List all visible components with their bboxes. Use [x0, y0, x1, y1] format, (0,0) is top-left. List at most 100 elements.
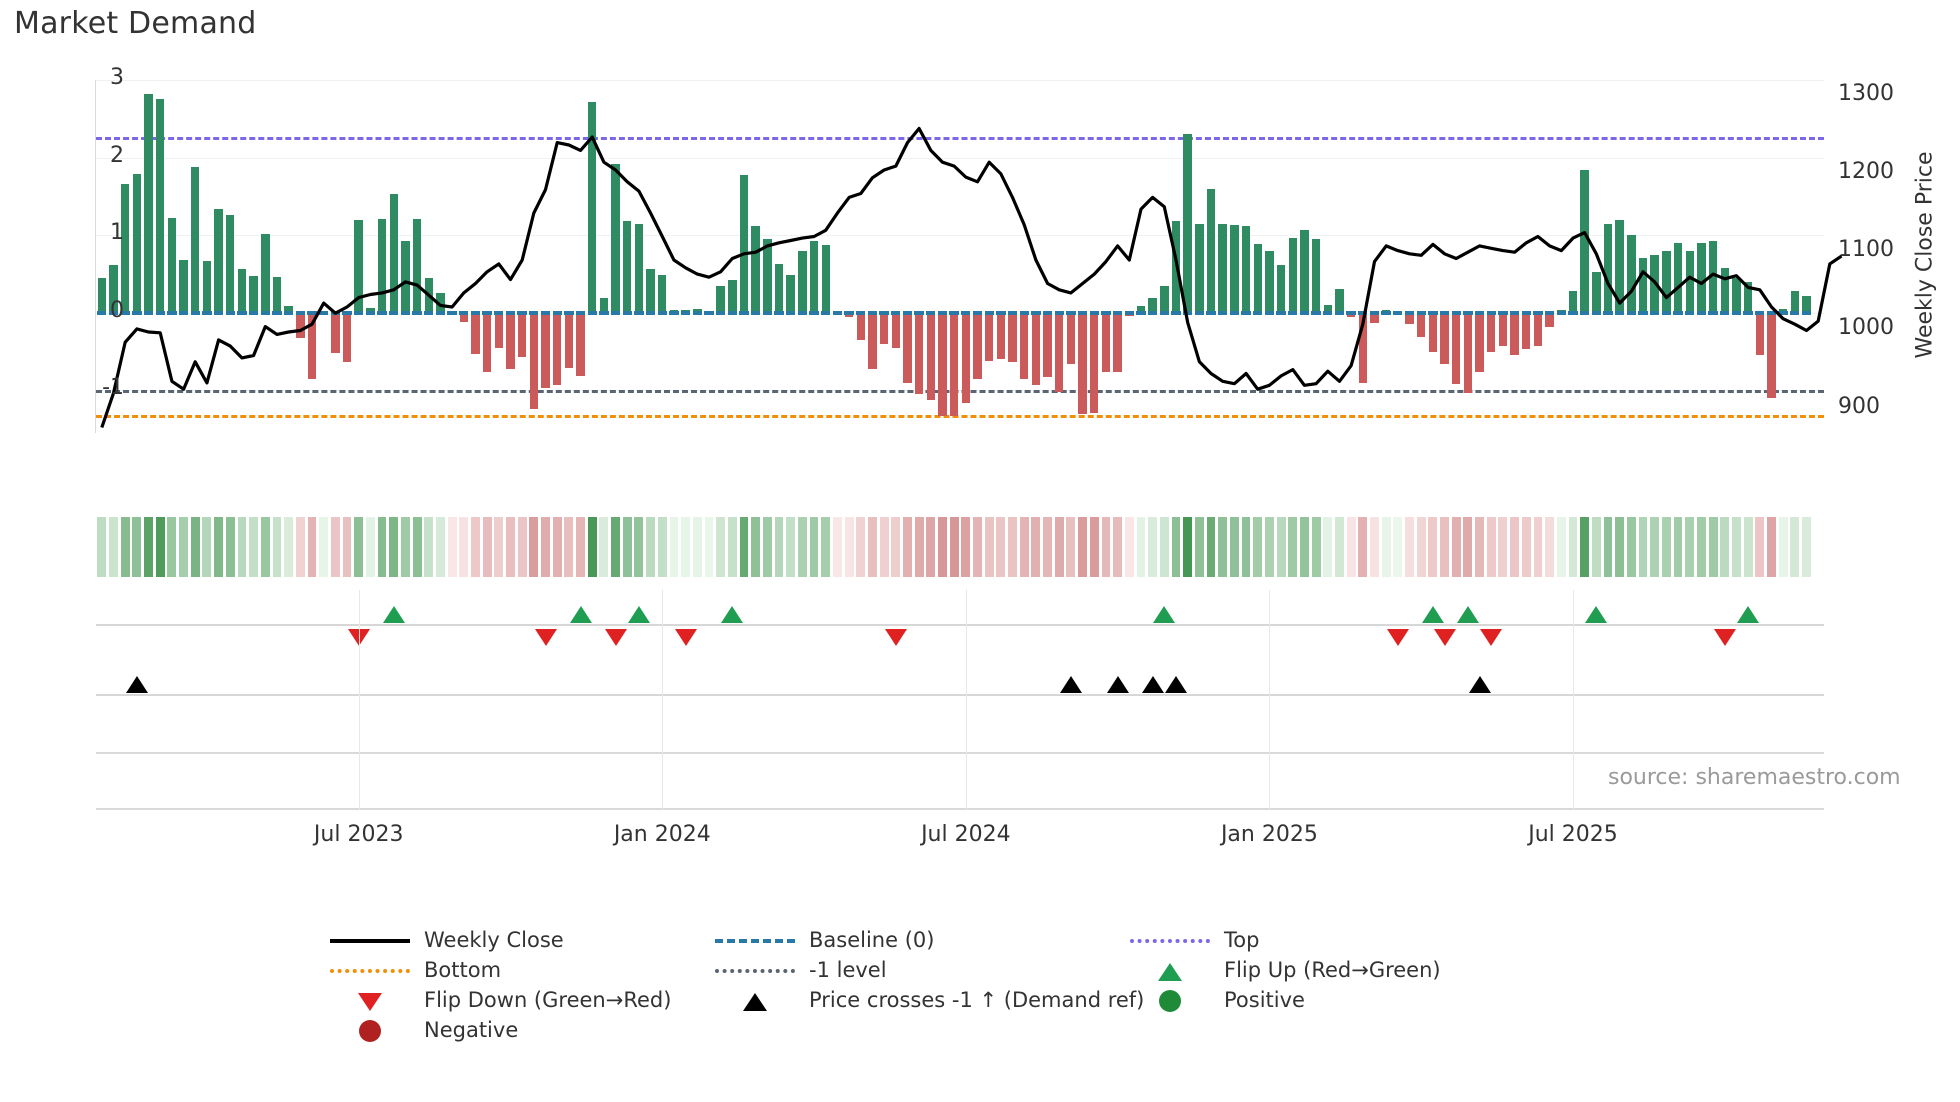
demand-bar	[109, 264, 118, 313]
heatmap-cell	[1101, 517, 1111, 577]
baseline-segment	[295, 310, 305, 315]
legend-label: Positive	[1224, 988, 1305, 1012]
legend-item-weekly-close[interactable]: Weekly Close	[330, 928, 564, 952]
demand-bar	[1732, 277, 1741, 313]
legend-item-price-crosses-1-demand-ref[interactable]: Price crosses -1 ↑ (Demand ref)	[715, 988, 1144, 1012]
demand-bar	[984, 312, 994, 361]
heatmap-cell	[307, 517, 317, 577]
baseline-segment	[319, 310, 329, 315]
baseline-segment	[120, 310, 130, 315]
legend-item-positive[interactable]: Positive	[1130, 988, 1305, 1012]
y-tick-label-right: 1000	[1838, 315, 1894, 341]
demand-bar	[459, 312, 468, 323]
baseline-segment	[1720, 310, 1730, 315]
demand-bar	[774, 263, 784, 313]
heatmap-cell	[1802, 517, 1811, 577]
demand-bar	[1697, 242, 1706, 313]
demand-bar	[1195, 224, 1204, 313]
demand-bar	[576, 312, 585, 376]
gridline-y	[96, 312, 1824, 314]
heatmap-cell	[634, 517, 644, 577]
heatmap-cell	[1089, 517, 1099, 577]
heatmap-cell	[1661, 517, 1671, 577]
baseline-segment	[1568, 310, 1578, 315]
heatmap-cell	[1521, 517, 1531, 577]
heatmap-cell	[260, 517, 270, 577]
baseline-segment	[856, 310, 866, 315]
reference-line-1-level	[96, 390, 1824, 394]
heatmap-cell	[657, 517, 667, 577]
triangle-up-black-icon	[715, 988, 795, 1012]
demand-bar	[1498, 312, 1508, 347]
heatmap-cell	[681, 517, 691, 577]
legend-label: Weekly Close	[424, 928, 564, 952]
baseline-segment	[1731, 310, 1742, 315]
demand-bar	[1405, 312, 1414, 325]
heatmap-cell	[844, 517, 854, 577]
page-title: Market Demand	[14, 6, 257, 41]
baseline-segment	[1416, 310, 1426, 315]
demand-bar	[751, 225, 760, 313]
demand-bar	[97, 277, 107, 313]
demand-bar	[1160, 285, 1169, 313]
heatmap-cell	[984, 517, 994, 577]
flip-up-marker	[1456, 606, 1479, 623]
heatmap-cell	[786, 517, 796, 577]
baseline-segment	[891, 310, 901, 315]
y-tick-label-left: 2	[110, 142, 124, 168]
demand-bar	[261, 233, 270, 313]
demand-bar	[1416, 312, 1426, 337]
heatmap-cell	[295, 517, 305, 577]
legend-item-flip-up-red-green[interactable]: Flip Up (Red→Green)	[1130, 958, 1441, 982]
heatmap-cell	[1171, 517, 1181, 577]
dotted-line-icon	[1130, 928, 1210, 952]
demand-bar	[482, 312, 492, 372]
heatmap-cell	[1440, 517, 1449, 577]
baseline-segment	[1463, 310, 1473, 315]
demand-bar	[1662, 250, 1671, 313]
baseline-segment	[1077, 310, 1088, 315]
lower-rule-1	[96, 752, 1824, 754]
baseline-segment	[435, 310, 446, 315]
demand-bar	[1743, 281, 1753, 313]
heatmap-cell	[1708, 517, 1718, 577]
heatmap-cell	[1299, 517, 1309, 577]
heatmap-cell	[903, 517, 912, 577]
demand-bar	[786, 274, 795, 313]
demand-bar	[214, 208, 223, 313]
heatmap-cell	[120, 517, 130, 577]
baseline-segment	[412, 310, 422, 315]
x-tick-gridline	[965, 590, 967, 810]
demand-bar	[506, 312, 515, 369]
legend-item-bottom[interactable]: Bottom	[330, 958, 501, 982]
baseline-segment	[1474, 310, 1485, 315]
legend-item-baseline-0[interactable]: Baseline (0)	[715, 928, 934, 952]
heatmap-cell	[1183, 517, 1193, 577]
baseline-segment	[1369, 310, 1380, 315]
legend-item-1-level[interactable]: -1 level	[715, 958, 887, 982]
heatmap-cell	[330, 517, 340, 577]
legend-item-flip-down-green-red[interactable]: Flip Down (Green→Red)	[330, 988, 671, 1012]
demand-bar	[996, 312, 1006, 359]
heatmap-cell	[435, 517, 445, 577]
demand-bar	[1428, 312, 1438, 353]
heatmap-cell	[1463, 517, 1473, 577]
baseline-segment	[1019, 310, 1029, 315]
heatmap-cell	[1650, 517, 1660, 577]
lower-rules	[96, 700, 1824, 810]
demand-bar	[1346, 312, 1356, 318]
heatmap-cell	[202, 517, 212, 577]
demand-bar	[1311, 239, 1321, 313]
heatmap-cell	[1767, 517, 1776, 577]
baseline-segment	[1183, 310, 1193, 315]
legend-item-negative[interactable]: Negative	[330, 1018, 518, 1042]
baseline-segment	[680, 310, 691, 315]
baseline-segment	[1241, 310, 1251, 315]
heatmap-cell	[716, 517, 726, 577]
heatmap-cell	[1416, 517, 1426, 577]
legend-item-top[interactable]: Top	[1130, 928, 1259, 952]
heatmap-cell	[1206, 517, 1216, 577]
heatmap-cell	[809, 517, 819, 577]
heatmap-cell	[926, 517, 936, 577]
baseline-segment	[260, 310, 270, 315]
